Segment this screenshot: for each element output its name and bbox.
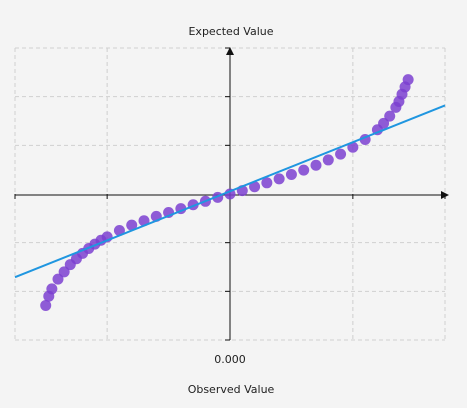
point: [384, 110, 396, 122]
plot: [14, 74, 446, 311]
point: [52, 273, 64, 285]
point: [298, 164, 310, 176]
x-tick-label: 0.000: [214, 353, 246, 366]
point: [378, 117, 390, 129]
point: [285, 169, 297, 181]
point: [40, 299, 52, 311]
fit-line: [14, 104, 446, 279]
point: [322, 154, 334, 166]
point: [58, 266, 70, 278]
y-axis-arrow: [226, 47, 234, 55]
x-axis-title: Observed Value: [188, 383, 275, 396]
point: [273, 173, 285, 185]
point: [46, 283, 58, 295]
point: [126, 219, 138, 231]
point: [261, 177, 273, 189]
grid: [14, 47, 446, 341]
point: [113, 225, 125, 236]
point: [249, 181, 261, 193]
point: [310, 159, 322, 171]
point: [402, 74, 414, 86]
x-axis-arrow: [441, 191, 449, 199]
y-axis-title: Expected Value: [188, 25, 273, 38]
point: [335, 148, 347, 160]
point: [347, 141, 359, 153]
